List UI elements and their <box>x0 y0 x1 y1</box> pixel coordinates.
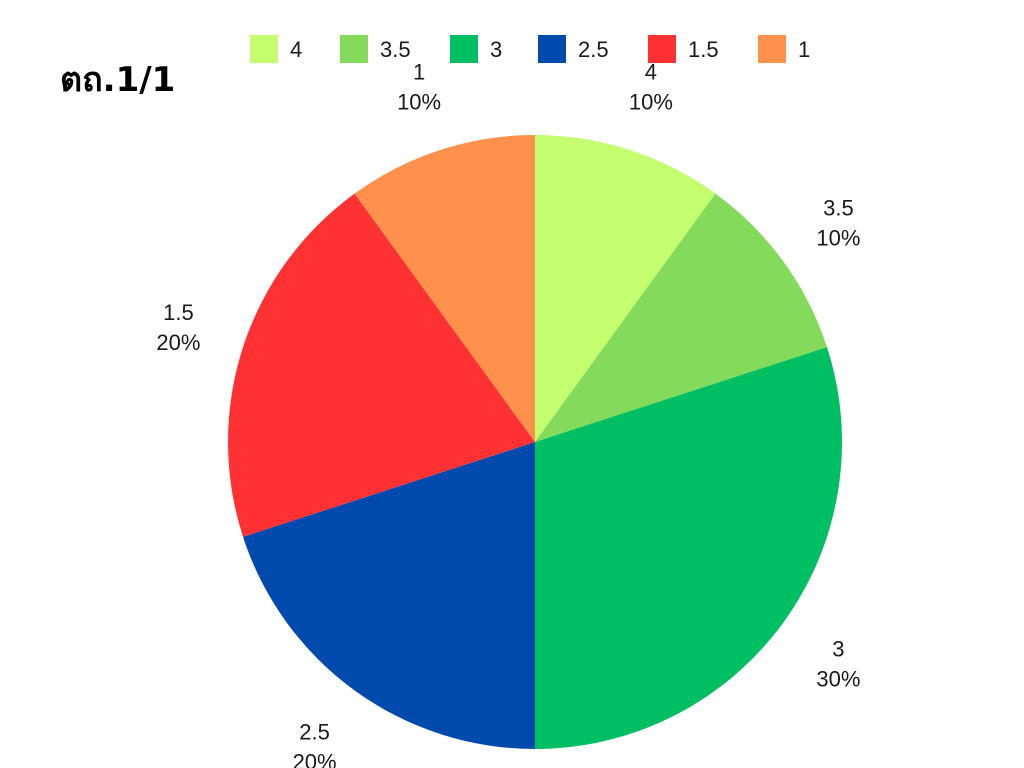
slice-label-percent: 30% <box>816 666 860 691</box>
pie-slice-3 <box>535 347 842 749</box>
pie-slice-1-5 <box>228 193 535 537</box>
legend-item-3: 3 <box>450 35 502 63</box>
slice-labels: 4 10% 3.5 10% 3 30% 2.5 20% 1.5 20% 1 10% <box>156 59 860 768</box>
legend-label: 4 <box>290 37 302 62</box>
slice-label-percent: 20% <box>156 330 200 355</box>
slice-label-percent: 10% <box>816 226 860 251</box>
slice-label-percent: 10% <box>397 89 441 114</box>
slice-label-category: 3.5 <box>823 196 854 221</box>
legend-swatch <box>450 35 478 63</box>
legend-item-3-5: 3.5 <box>340 35 411 63</box>
legend-item-4: 4 <box>250 35 302 63</box>
slice-label-category: 2.5 <box>299 719 330 744</box>
pie-slice-2-5 <box>243 442 535 749</box>
legend-swatch <box>538 35 566 63</box>
legend: 4 3.5 3 2.5 1.5 1 <box>250 35 810 63</box>
legend-label: 3 <box>490 37 502 62</box>
legend-item-1: 1 <box>758 35 810 63</box>
slice-label-category: 1 <box>413 59 425 84</box>
legend-swatch <box>250 35 278 63</box>
legend-label: 1 <box>798 37 810 62</box>
slice-label-category: 3 <box>832 636 844 661</box>
slice-label-percent: 20% <box>293 749 337 768</box>
slice-label-category: 4 <box>645 59 657 84</box>
pie-slices <box>228 135 842 749</box>
pie-slice-3-5 <box>535 193 827 442</box>
pie-slice-1 <box>354 135 535 442</box>
legend-label: 1.5 <box>688 37 719 62</box>
slice-label-percent: 10% <box>629 89 673 114</box>
legend-item-1-5: 1.5 <box>648 35 719 63</box>
slice-label-category: 1.5 <box>163 300 194 325</box>
legend-swatch <box>648 35 676 63</box>
legend-item-2-5: 2.5 <box>538 35 609 63</box>
chart-title: ตถ.1/1 <box>60 60 175 100</box>
legend-label: 3.5 <box>380 37 411 62</box>
legend-swatch <box>340 35 368 63</box>
legend-swatch <box>758 35 786 63</box>
pie-slice-4 <box>535 135 716 442</box>
legend-label: 2.5 <box>578 37 609 62</box>
